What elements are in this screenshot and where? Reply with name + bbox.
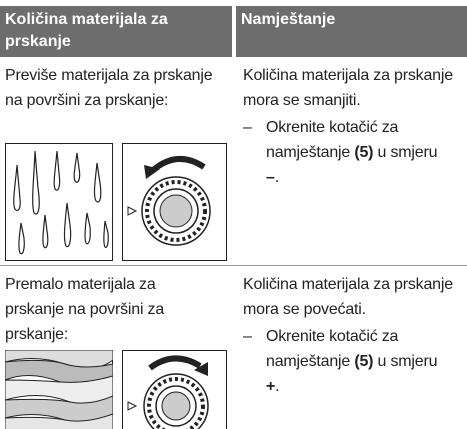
step-text: Okrenite kotačić za namještanje (266, 328, 399, 370)
punct: . (274, 169, 279, 186)
ref: (5) (354, 353, 374, 370)
step: Okrenite kotačić za namještanje (5) u sm… (266, 324, 466, 399)
action: Količina materijala za prskanje mora se … (243, 67, 453, 109)
action: Količina materijala za prskanje mora se … (243, 276, 453, 318)
runs-illustration (5, 350, 113, 429)
direction: – (266, 169, 275, 186)
row-rule (0, 265, 467, 266)
header-cell: Namještanje (236, 6, 467, 57)
dial-illustration (122, 143, 227, 261)
ref: (5) (354, 144, 374, 161)
drips-illustration (5, 143, 113, 261)
punct: . (275, 378, 280, 395)
bullet: – (243, 119, 252, 136)
header-text: Količina materijala za prskanje (5, 11, 168, 50)
header-cell: Količina materijala za prskanje (0, 6, 232, 57)
direction: + (266, 378, 276, 395)
step-text: Okrenite kotačić za namještanje (266, 119, 399, 161)
step: Okrenite kotačić za namještanje (5) u sm… (266, 115, 466, 190)
dial-illustration (122, 350, 227, 429)
step-text: u smjeru (377, 144, 438, 161)
condition: Previše materijala za prskanje na površi… (5, 67, 213, 109)
step-text: u smjeru (377, 353, 438, 370)
condition: Premalo materijala za prskanje na površi… (5, 276, 165, 343)
header-text: Namještanje (241, 11, 336, 28)
bullet: – (243, 328, 252, 345)
